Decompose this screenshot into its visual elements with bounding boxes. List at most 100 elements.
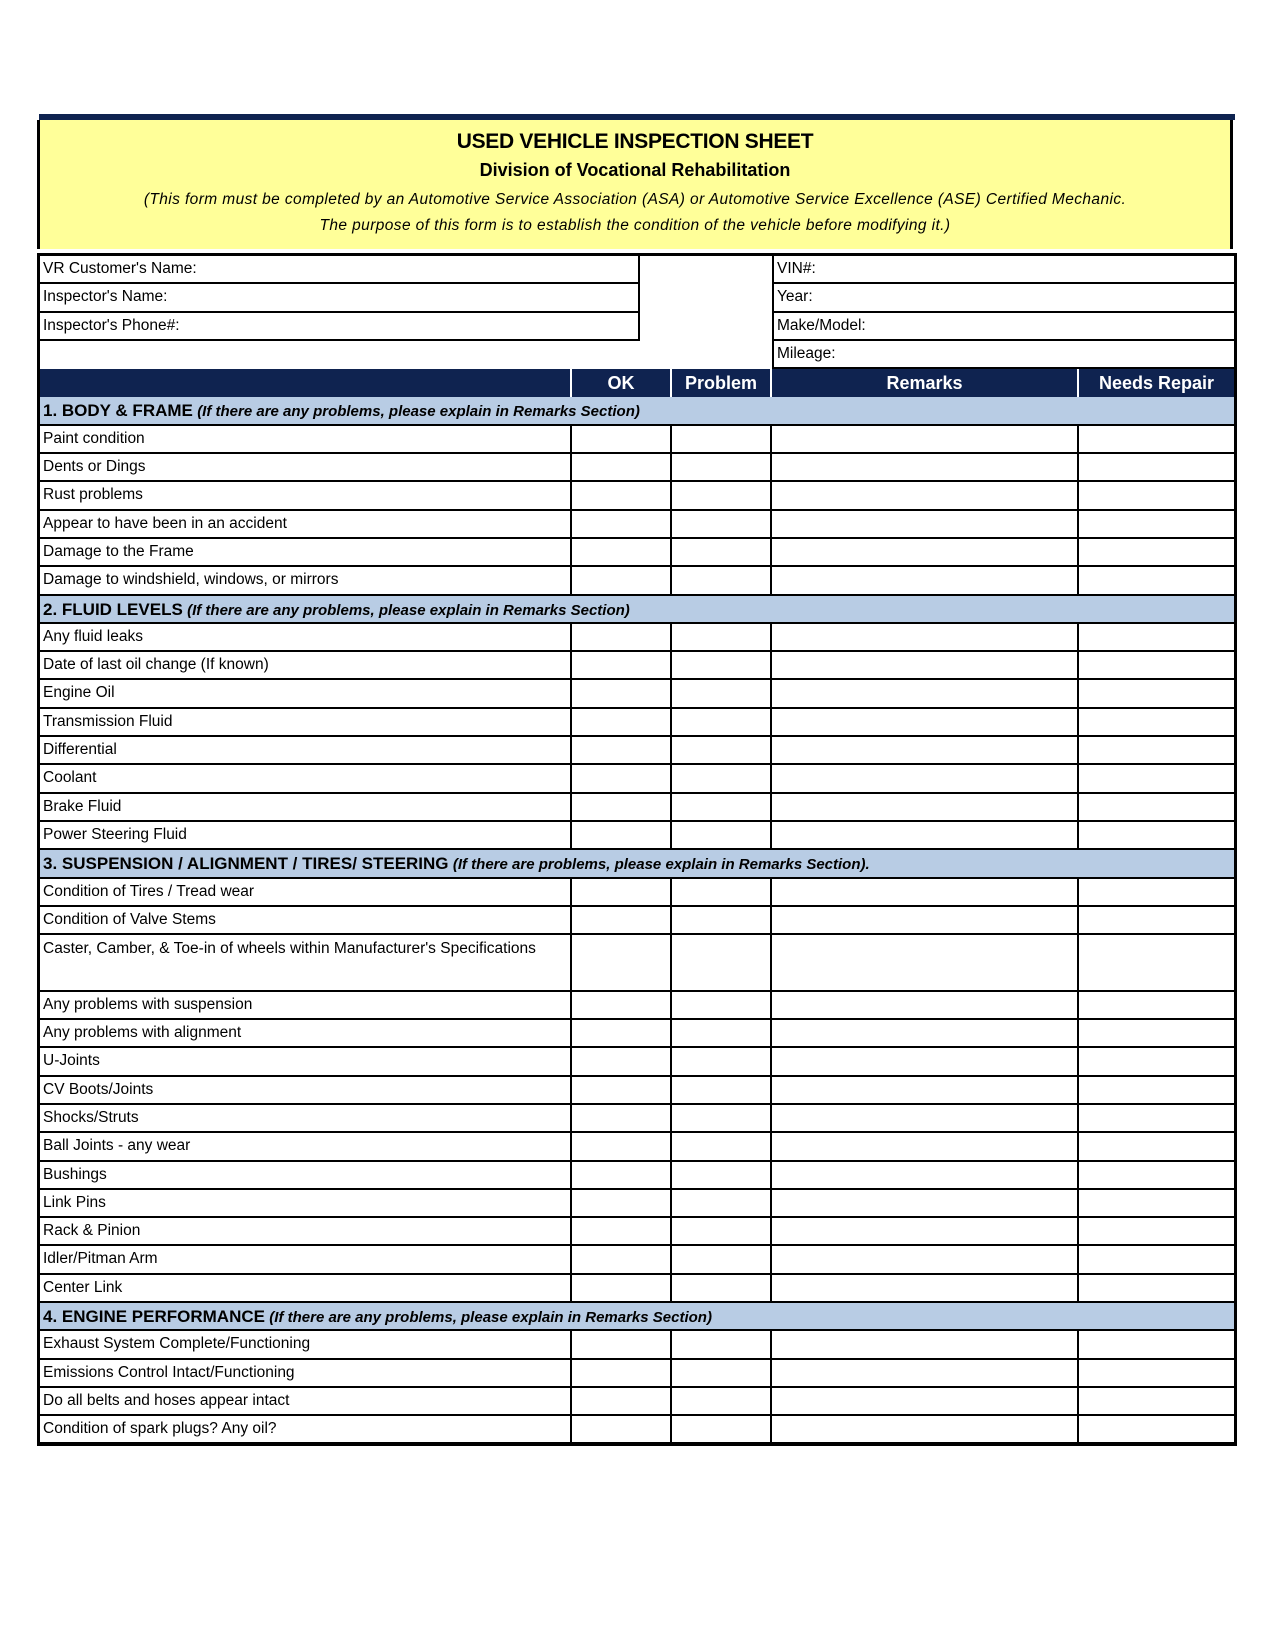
problem-cell[interactable]: [672, 1189, 772, 1219]
ok-cell[interactable]: [572, 1331, 672, 1360]
remarks-cell[interactable]: [772, 906, 1079, 936]
needs-repair-cell[interactable]: [1079, 624, 1234, 653]
needs-repair-cell[interactable]: [1079, 992, 1234, 1021]
remarks-cell[interactable]: [772, 454, 1079, 483]
problem-cell[interactable]: [672, 906, 772, 936]
needs-repair-cell[interactable]: [1079, 1416, 1234, 1445]
ok-cell[interactable]: [572, 1218, 672, 1247]
needs-repair-cell[interactable]: [1079, 935, 1234, 992]
info-field-right[interactable]: Mileage:: [772, 340, 1234, 370]
info-field-left[interactable]: Inspector's Name:: [40, 284, 640, 313]
problem-cell[interactable]: [672, 1133, 772, 1162]
ok-cell[interactable]: [572, 878, 672, 907]
problem-cell[interactable]: [672, 1020, 772, 1049]
remarks-cell[interactable]: [772, 1189, 1079, 1219]
problem-cell[interactable]: [672, 737, 772, 766]
needs-repair-cell[interactable]: [1079, 1218, 1234, 1247]
problem-cell[interactable]: [672, 878, 772, 907]
needs-repair-cell[interactable]: [1079, 652, 1234, 681]
remarks-cell[interactable]: [772, 1076, 1079, 1105]
ok-cell[interactable]: [572, 737, 672, 766]
info-field-right[interactable]: Make/Model:: [772, 312, 1234, 341]
needs-repair-cell[interactable]: [1079, 1275, 1234, 1303]
problem-cell[interactable]: [672, 935, 772, 992]
problem-cell[interactable]: [672, 1076, 772, 1105]
ok-cell[interactable]: [572, 1076, 672, 1105]
remarks-cell[interactable]: [772, 1133, 1079, 1162]
needs-repair-cell[interactable]: [1079, 879, 1234, 907]
remarks-cell[interactable]: [772, 1416, 1079, 1445]
needs-repair-cell[interactable]: [1079, 1077, 1234, 1105]
problem-cell[interactable]: [672, 1104, 772, 1134]
ok-cell[interactable]: [572, 906, 672, 936]
problem-cell[interactable]: [672, 1218, 772, 1247]
problem-cell[interactable]: [672, 1274, 772, 1303]
needs-repair-cell[interactable]: [1079, 511, 1234, 539]
problem-cell[interactable]: [672, 1246, 772, 1275]
needs-repair-cell[interactable]: [1079, 567, 1234, 596]
ok-cell[interactable]: [572, 1020, 672, 1049]
needs-repair-cell[interactable]: [1079, 1360, 1234, 1388]
remarks-cell[interactable]: [772, 878, 1079, 907]
ok-cell[interactable]: [572, 1387, 672, 1417]
problem-cell[interactable]: [672, 623, 772, 653]
remarks-cell[interactable]: [772, 765, 1079, 794]
ok-cell[interactable]: [572, 1416, 672, 1445]
info-field-right[interactable]: Year:: [772, 284, 1234, 313]
needs-repair-cell[interactable]: [1079, 454, 1234, 483]
needs-repair-cell[interactable]: [1079, 907, 1234, 936]
remarks-cell[interactable]: [772, 1246, 1079, 1275]
remarks-cell[interactable]: [772, 1020, 1079, 1049]
ok-cell[interactable]: [572, 1161, 672, 1190]
ok-cell[interactable]: [572, 1359, 672, 1388]
remarks-cell[interactable]: [772, 1387, 1079, 1417]
info-field-left[interactable]: [40, 341, 640, 369]
remarks-cell[interactable]: [772, 935, 1079, 992]
ok-cell[interactable]: [572, 935, 672, 992]
problem-cell[interactable]: [672, 1161, 772, 1190]
problem-cell[interactable]: [672, 538, 772, 568]
remarks-cell[interactable]: [772, 510, 1079, 539]
needs-repair-cell[interactable]: [1079, 822, 1234, 851]
problem-cell[interactable]: [672, 1387, 772, 1417]
problem-cell[interactable]: [672, 765, 772, 794]
needs-repair-cell[interactable]: [1079, 794, 1234, 822]
problem-cell[interactable]: [672, 454, 772, 483]
remarks-cell[interactable]: [772, 652, 1079, 681]
problem-cell[interactable]: [672, 652, 772, 681]
needs-repair-cell[interactable]: [1079, 426, 1234, 455]
ok-cell[interactable]: [572, 482, 672, 511]
remarks-cell[interactable]: [772, 567, 1079, 596]
ok-cell[interactable]: [572, 567, 672, 596]
remarks-cell[interactable]: [772, 1218, 1079, 1247]
remarks-cell[interactable]: [772, 1331, 1079, 1360]
problem-cell[interactable]: [672, 793, 772, 822]
remarks-cell[interactable]: [772, 1161, 1079, 1190]
problem-cell[interactable]: [672, 991, 772, 1021]
problem-cell[interactable]: [672, 680, 772, 709]
ok-cell[interactable]: [572, 1189, 672, 1219]
needs-repair-cell[interactable]: [1079, 1331, 1234, 1360]
needs-repair-cell[interactable]: [1079, 1020, 1234, 1049]
needs-repair-cell[interactable]: [1079, 1388, 1234, 1417]
remarks-cell[interactable]: [772, 1274, 1079, 1303]
ok-cell[interactable]: [572, 1274, 672, 1303]
remarks-cell[interactable]: [772, 623, 1079, 653]
ok-cell[interactable]: [572, 652, 672, 681]
info-field-left[interactable]: Inspector's Phone#:: [40, 312, 640, 341]
problem-cell[interactable]: [672, 1331, 772, 1360]
needs-repair-cell[interactable]: [1079, 737, 1234, 766]
remarks-cell[interactable]: [772, 821, 1079, 851]
remarks-cell[interactable]: [772, 793, 1079, 822]
ok-cell[interactable]: [572, 538, 672, 568]
problem-cell[interactable]: [672, 1048, 772, 1077]
remarks-cell[interactable]: [772, 1359, 1079, 1388]
needs-repair-cell[interactable]: [1079, 765, 1234, 794]
problem-cell[interactable]: [672, 708, 772, 738]
remarks-cell[interactable]: [772, 737, 1079, 766]
info-field-right[interactable]: VIN#:: [772, 256, 1234, 285]
ok-cell[interactable]: [572, 623, 672, 653]
remarks-cell[interactable]: [772, 1048, 1079, 1077]
ok-cell[interactable]: [572, 821, 672, 851]
needs-repair-cell[interactable]: [1079, 482, 1234, 511]
